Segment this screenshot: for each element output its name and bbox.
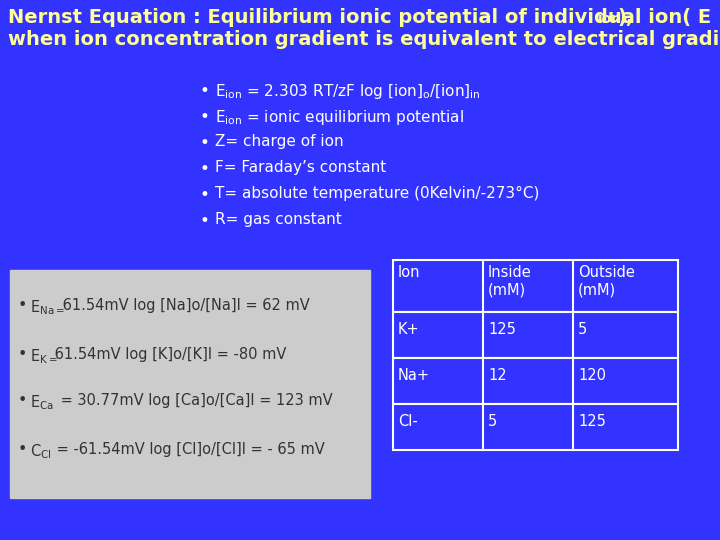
FancyBboxPatch shape <box>393 404 678 450</box>
Text: 125: 125 <box>488 322 516 337</box>
Text: •: • <box>18 393 27 408</box>
Text: Inside
(mM): Inside (mM) <box>488 265 532 298</box>
FancyBboxPatch shape <box>393 312 678 358</box>
Text: = 30.77mV log [Ca]o/[Ca]I = 123 mV: = 30.77mV log [Ca]o/[Ca]I = 123 mV <box>56 393 333 408</box>
Text: ),: ), <box>617 8 634 27</box>
Text: F= Faraday’s constant: F= Faraday’s constant <box>215 160 386 175</box>
Text: •: • <box>200 134 210 152</box>
Text: when ion concentration gradient is equivalent to electrical gradient: when ion concentration gradient is equiv… <box>8 30 720 49</box>
Text: T= absolute temperature (0Kelvin/-273°C): T= absolute temperature (0Kelvin/-273°C) <box>215 186 539 201</box>
Text: ion: ion <box>598 12 622 26</box>
Text: K+: K+ <box>398 322 420 337</box>
Text: •: • <box>200 186 210 204</box>
Text: E$_{\mathregular{Ca}}$: E$_{\mathregular{Ca}}$ <box>30 393 54 411</box>
Text: 5: 5 <box>578 322 588 337</box>
FancyBboxPatch shape <box>10 270 370 498</box>
Text: = -61.54mV log [Cl]o/[Cl]I = - 65 mV: = -61.54mV log [Cl]o/[Cl]I = - 65 mV <box>52 442 325 457</box>
Text: •: • <box>200 108 210 126</box>
Text: 61.54mV log [Na]o/[Na]I = 62 mV: 61.54mV log [Na]o/[Na]I = 62 mV <box>58 298 310 313</box>
Text: Outside
(mM): Outside (mM) <box>578 265 635 298</box>
Text: E$_{\mathregular{ion}}$ = 2.303 RT/zF log [ion]$_{\mathregular{o}}$/[ion]$_{\mat: E$_{\mathregular{ion}}$ = 2.303 RT/zF lo… <box>215 82 481 101</box>
Text: Z= charge of ion: Z= charge of ion <box>215 134 343 149</box>
Text: •: • <box>200 212 210 230</box>
Text: 12: 12 <box>488 368 507 383</box>
Text: R= gas constant: R= gas constant <box>215 212 342 227</box>
Text: E$_{\mathregular{K =}}$: E$_{\mathregular{K =}}$ <box>30 347 58 366</box>
Text: Ion: Ion <box>398 265 420 280</box>
Text: •: • <box>200 82 210 100</box>
Text: 5: 5 <box>488 414 498 429</box>
Text: Na+: Na+ <box>398 368 430 383</box>
Text: E$_{\mathregular{ion}}$ = ionic equilibrium potential: E$_{\mathregular{ion}}$ = ionic equilibr… <box>215 108 464 127</box>
Text: 61.54mV log [K]o/[K]I = -80 mV: 61.54mV log [K]o/[K]I = -80 mV <box>50 347 287 362</box>
Text: •: • <box>18 347 27 362</box>
Text: E$_{\mathregular{Na =}}$: E$_{\mathregular{Na =}}$ <box>30 298 65 316</box>
Text: •: • <box>18 442 27 457</box>
Text: 120: 120 <box>578 368 606 383</box>
Text: 125: 125 <box>578 414 606 429</box>
Text: •: • <box>200 160 210 178</box>
FancyBboxPatch shape <box>393 358 678 404</box>
Text: •: • <box>18 298 27 313</box>
Text: C$_{\mathregular{Cl}}$: C$_{\mathregular{Cl}}$ <box>30 442 52 461</box>
Text: Nernst Equation : Equilibrium ionic potential of individual ion( E: Nernst Equation : Equilibrium ionic pote… <box>8 8 711 27</box>
FancyBboxPatch shape <box>393 260 678 312</box>
Text: Cl-: Cl- <box>398 414 418 429</box>
